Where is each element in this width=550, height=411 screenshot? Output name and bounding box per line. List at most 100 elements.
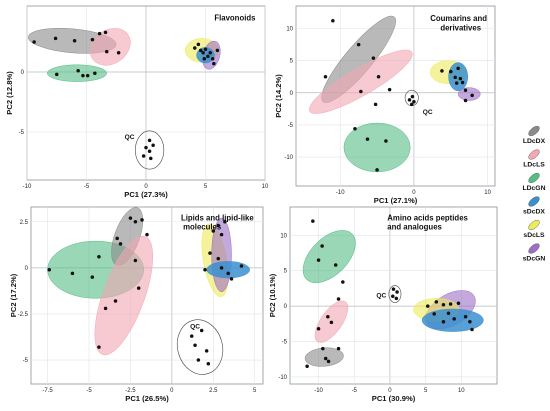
sample-point bbox=[394, 296, 399, 301]
sample-point bbox=[93, 71, 97, 75]
x-tick-label: 0 bbox=[170, 388, 174, 394]
sample-point bbox=[391, 294, 395, 298]
qc-ellipse bbox=[134, 130, 165, 170]
sample-point bbox=[320, 244, 324, 248]
legend-item-ldcdx: LDcDX bbox=[523, 125, 546, 145]
sample-point bbox=[149, 156, 153, 161]
sample-point bbox=[331, 19, 335, 23]
legend-swatch bbox=[528, 196, 540, 207]
sdcdx-ellipse bbox=[206, 261, 250, 279]
x-tick-label: 10 bbox=[484, 190, 491, 196]
sample-point bbox=[387, 87, 392, 92]
sample-point bbox=[463, 314, 468, 319]
sample-point bbox=[440, 69, 444, 73]
ldcgn-ellipse bbox=[302, 230, 356, 283]
tick-labels: -10 -5 0 5 10 -10 -5 0 5 10 bbox=[278, 233, 465, 394]
sample-point bbox=[147, 138, 152, 143]
sample-point bbox=[470, 327, 474, 332]
sample-point bbox=[206, 54, 210, 59]
sample-point bbox=[453, 75, 457, 80]
sample-point bbox=[432, 312, 436, 316]
tick-labels: -10 -5 0 5 10 -5 0 bbox=[19, 70, 269, 190]
tick-labels: -10 0 10 -10 -5 0 5 10 bbox=[284, 27, 491, 197]
sample-point bbox=[412, 100, 416, 104]
sample-point bbox=[371, 56, 376, 60]
y-tick-label: 0 bbox=[21, 70, 25, 76]
qc-label: QC bbox=[190, 324, 200, 331]
sample-point bbox=[136, 286, 141, 290]
y-axis-label: PC2 (10.1%) bbox=[268, 273, 277, 317]
panel-flavonoids: -10 -5 0 5 10 -5 0 Flavonoids QC PC1 (27.3%) P… bbox=[5, 5, 269, 199]
sample-points bbox=[305, 219, 474, 369]
x-axis-label: PC1 (30.9%) bbox=[372, 394, 416, 403]
sample-point bbox=[97, 255, 101, 259]
legend-swatch bbox=[528, 219, 540, 231]
legend-swatch bbox=[528, 172, 540, 184]
sample-point bbox=[97, 345, 101, 349]
sample-point bbox=[208, 251, 212, 255]
x-tick-label: 10 bbox=[262, 184, 269, 190]
ldcgn-ellipse bbox=[343, 122, 411, 173]
sample-point bbox=[202, 57, 207, 61]
ldcgn-ellipse bbox=[46, 64, 107, 82]
sample-point bbox=[463, 88, 468, 92]
sample-point bbox=[118, 242, 123, 246]
sample-point bbox=[115, 236, 119, 241]
panel-title-line2: molecules bbox=[183, 223, 222, 232]
sample-point bbox=[470, 93, 474, 98]
sample-point bbox=[201, 51, 205, 55]
sample-point bbox=[365, 137, 370, 141]
sample-point bbox=[434, 300, 439, 304]
y-axis-label: PC2 (14.2%) bbox=[274, 74, 283, 118]
sample-point bbox=[219, 232, 224, 237]
panel-lipids: -7.5 -5 -2.5 0 2.5 5 -5 -2.5 0 2.5 Lipids and lip… bbox=[9, 206, 264, 403]
sample-point bbox=[193, 46, 197, 50]
sample-point bbox=[140, 218, 144, 222]
sdcgn-ellipse bbox=[457, 87, 481, 101]
x-tick-label: 5 bbox=[253, 388, 257, 394]
y-axis-label: PC2 (17.2%) bbox=[9, 273, 18, 317]
sample-point bbox=[359, 89, 363, 94]
sample-point bbox=[133, 220, 138, 224]
y-tick-label: -5 bbox=[23, 358, 29, 364]
sample-point bbox=[356, 42, 361, 47]
group-ellipses bbox=[309, 15, 481, 173]
y-tick-label: 5 bbox=[284, 269, 288, 275]
sample-point bbox=[448, 302, 453, 306]
x-tick-label: -10 bbox=[336, 190, 345, 196]
y-tick-label: 10 bbox=[286, 27, 293, 33]
x-axis-label: PC1 (26.5%) bbox=[125, 394, 169, 403]
sample-point bbox=[409, 102, 414, 107]
x-tick-label: 0 bbox=[388, 388, 392, 394]
y-tick-label: 0 bbox=[25, 266, 29, 272]
x-tick-label: -2.5 bbox=[125, 388, 136, 394]
legend-label: LDcLS bbox=[523, 162, 545, 169]
tick-labels: -7.5 -5 -2.5 0 2.5 5 -5 -2.5 0 2.5 bbox=[18, 220, 257, 394]
sample-point bbox=[226, 271, 230, 276]
sample-point bbox=[391, 287, 396, 291]
legend-item-sdcgn: sDcGN bbox=[523, 243, 546, 263]
panel-title-line2: and analogues bbox=[387, 223, 442, 232]
legend-item-ldcls: LDcLS bbox=[523, 149, 545, 169]
ldcls-ellipse bbox=[309, 49, 413, 114]
sample-point bbox=[90, 37, 95, 42]
sample-point bbox=[373, 102, 378, 107]
sample-point bbox=[203, 267, 207, 272]
sample-point bbox=[333, 263, 338, 267]
sample-point bbox=[460, 80, 465, 85]
x-tick-label: -10 bbox=[314, 388, 323, 394]
sample-point bbox=[410, 94, 415, 99]
sample-point bbox=[316, 258, 321, 262]
panel-title-line1: Amino acids peptides bbox=[387, 214, 468, 223]
sample-point bbox=[210, 57, 215, 61]
sample-point bbox=[353, 127, 357, 131]
y-tick-label: -5 bbox=[288, 123, 294, 129]
sample-point bbox=[103, 30, 108, 35]
panel-title-line1: Coumarins and bbox=[430, 14, 487, 23]
sdcdx-ellipse bbox=[421, 308, 484, 332]
sample-points bbox=[32, 30, 220, 161]
sample-point bbox=[147, 149, 152, 153]
x-axis-label: PC1 (27.1%) bbox=[374, 196, 418, 205]
legend-label: sDcGN bbox=[523, 256, 546, 263]
